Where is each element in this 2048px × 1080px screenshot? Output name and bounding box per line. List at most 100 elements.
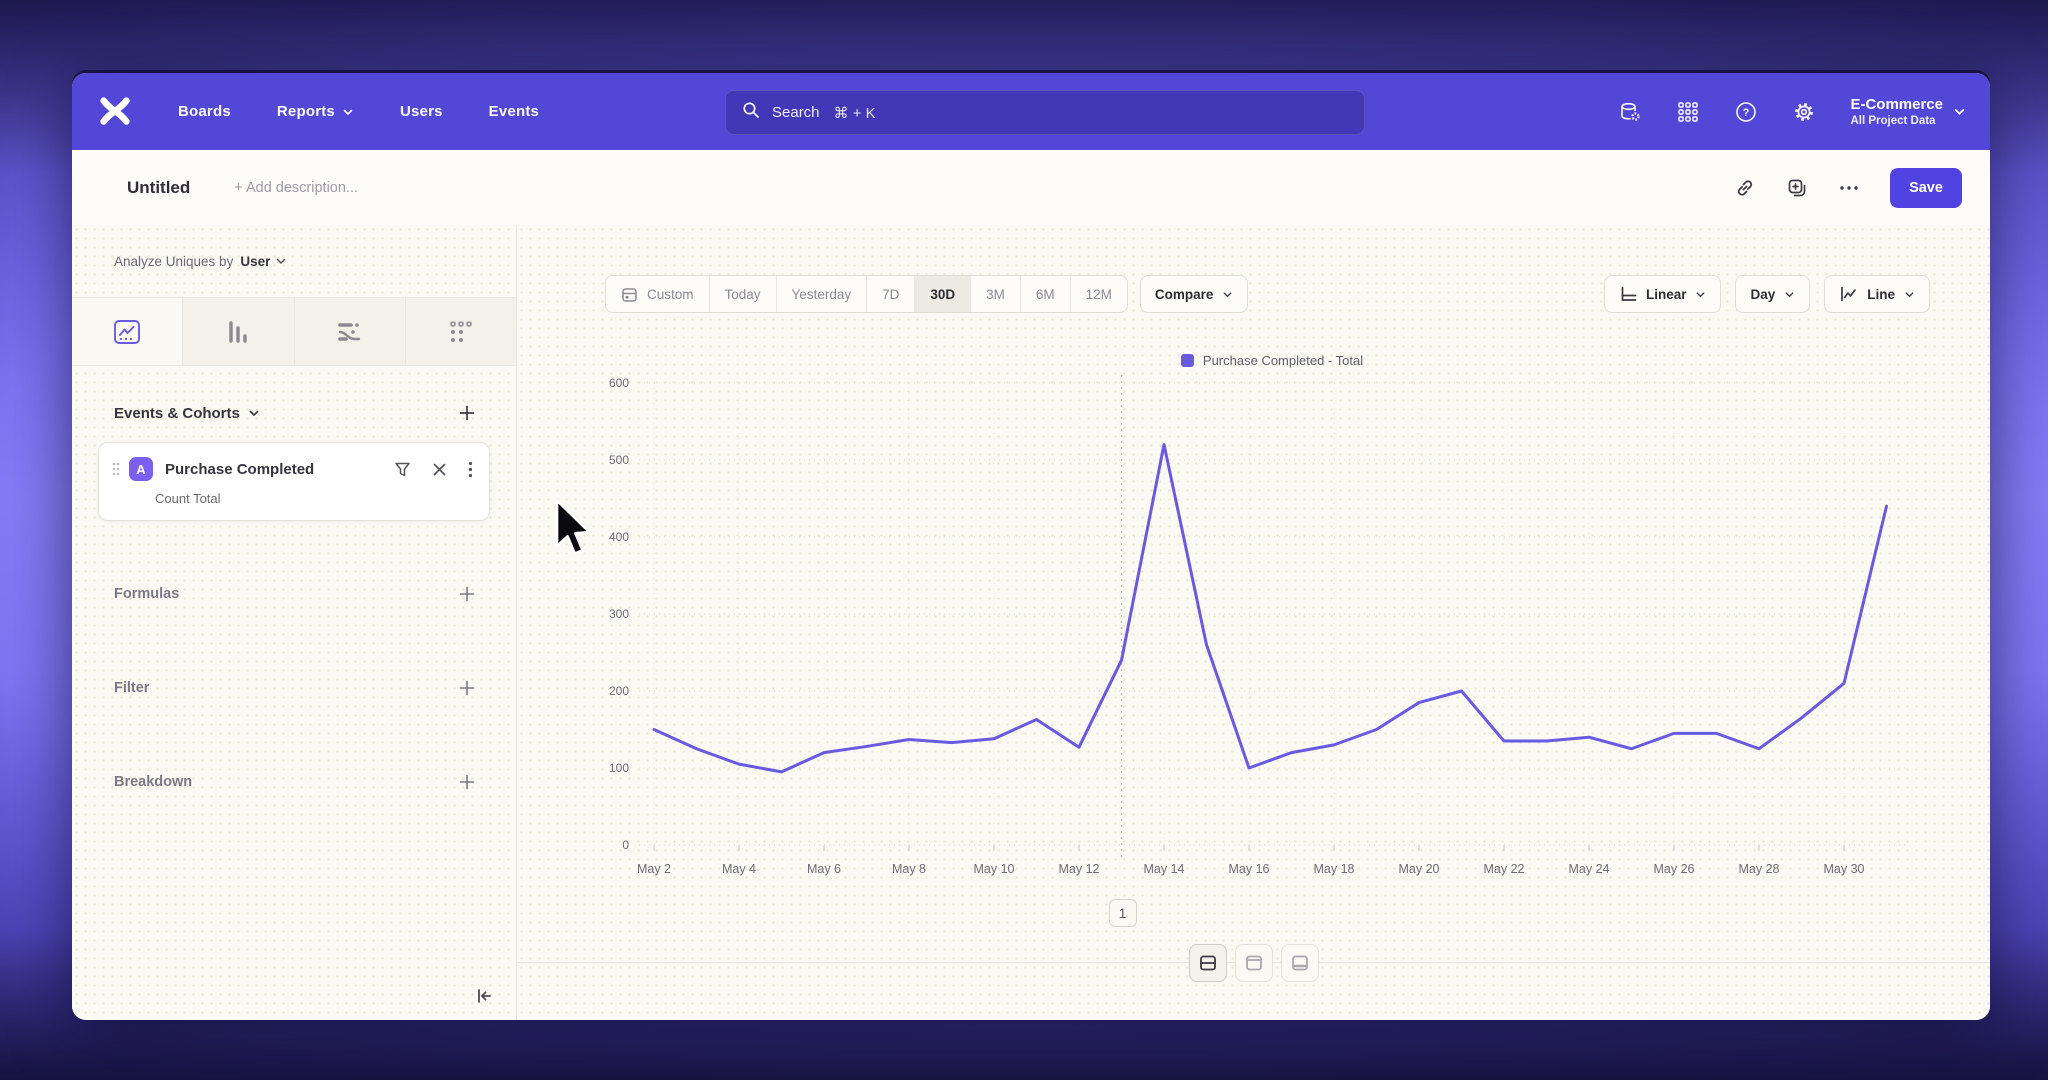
nav-item-label: Boards	[178, 103, 231, 120]
plus-icon	[459, 405, 475, 421]
filter-section: Filter	[114, 641, 476, 735]
apps-grid-icon[interactable]	[1676, 100, 1700, 124]
compare-dropdown[interactable]: Compare	[1139, 275, 1249, 313]
add-event-button[interactable]	[458, 404, 476, 422]
add-filter-button[interactable]	[458, 679, 476, 697]
svg-text:May 4: May 4	[722, 862, 756, 876]
tab-flows[interactable]	[293, 298, 405, 365]
legend-label: Purchase Completed - Total	[1202, 353, 1364, 368]
svg-text:May 14: May 14	[1144, 862, 1185, 876]
save-button[interactable]: Save	[1890, 167, 1962, 208]
range-label: 30D	[930, 286, 956, 302]
top-navbar: Boards Reports Users Events Search ⌘ + K	[72, 73, 1990, 150]
svg-text:300: 300	[609, 607, 629, 621]
range-label: Today	[724, 286, 761, 302]
mixpanel-logo-icon[interactable]	[98, 95, 132, 129]
annotation-marker[interactable]: 1	[1108, 899, 1137, 927]
settings-gear-icon[interactable]	[1792, 100, 1816, 124]
analyze-by-dropdown[interactable]: User	[240, 254, 287, 269]
event-name: Purchase Completed	[165, 460, 315, 478]
project-scope: All Project Data	[1850, 114, 1936, 127]
interval-dropdown[interactable]: Day	[1735, 275, 1811, 313]
layout-split-middle-button[interactable]	[1188, 944, 1227, 982]
range-label: 6M	[1035, 286, 1055, 302]
svg-text:?: ?	[1743, 107, 1750, 119]
drag-handle-icon[interactable]	[111, 461, 121, 477]
range-30d[interactable]: 30D	[914, 276, 971, 312]
chevron-down-icon	[1785, 291, 1794, 297]
plus-icon	[459, 774, 475, 790]
nav-item-boards[interactable]: Boards	[178, 103, 231, 120]
search-input[interactable]: Search ⌘ + K	[725, 90, 1365, 135]
visualization-tabs	[72, 297, 516, 366]
events-cohorts-header[interactable]: Events & Cohorts	[114, 405, 260, 422]
svg-text:600: 600	[609, 376, 629, 390]
nav-item-events[interactable]: Events	[489, 103, 539, 120]
nav-item-label: Users	[399, 103, 443, 120]
add-description-field[interactable]: + Add description...	[234, 179, 359, 196]
range-custom[interactable]: Custom	[606, 276, 709, 312]
formulas-label: Formulas	[114, 586, 180, 602]
app-window: Boards Reports Users Events Search ⌘ + K	[72, 73, 1990, 1020]
add-breakdown-button[interactable]	[458, 773, 476, 791]
scale-dropdown[interactable]: Linear	[1603, 275, 1722, 313]
help-icon[interactable]: ?	[1734, 100, 1758, 124]
chevron-down-icon	[277, 258, 286, 265]
data-management-icon[interactable]	[1618, 100, 1642, 124]
add-formula-button[interactable]	[458, 585, 476, 603]
collapse-sidebar-icon[interactable]	[474, 986, 494, 1006]
project-switcher[interactable]: E-Commerce All Project Data	[1850, 96, 1966, 128]
range-label: 3M	[986, 286, 1005, 302]
chart-type-label: Line	[1867, 286, 1895, 302]
svg-text:0: 0	[622, 838, 629, 852]
report-header: Untitled + Add description... Save	[72, 150, 1990, 226]
chevron-down-icon	[1905, 291, 1914, 297]
nav-menu: Boards Reports Users Events	[178, 103, 539, 120]
layout-panel-top-icon	[1245, 955, 1262, 971]
tab-bar-chart[interactable]	[182, 298, 294, 365]
report-title[interactable]: Untitled	[127, 177, 191, 197]
svg-text:May 30: May 30	[1824, 862, 1865, 876]
layout-panel-top-button[interactable]	[1234, 944, 1273, 982]
more-options-icon[interactable]	[1838, 177, 1860, 199]
chevron-down-icon	[1224, 291, 1232, 297]
nav-item-label: Events	[488, 103, 540, 120]
linear-axes-icon	[1621, 286, 1637, 301]
legend-item[interactable]: Purchase Completed - Total	[639, 353, 1905, 368]
range-12m[interactable]: 12M	[1069, 276, 1127, 312]
breakdown-section: Breakdown	[114, 735, 476, 829]
range-label: Yesterday	[791, 286, 852, 302]
event-card-purchase-completed[interactable]: A Purchase Completed Count Total	[98, 442, 490, 521]
breakdown-label: Breakdown	[114, 774, 193, 790]
bar-chart-tab-icon	[229, 320, 248, 343]
scale-label: Linear	[1645, 286, 1687, 302]
remove-event-icon[interactable]	[432, 462, 447, 477]
chevron-down-icon	[249, 410, 259, 417]
svg-text:May 22: May 22	[1484, 862, 1525, 876]
svg-text:May 28: May 28	[1739, 862, 1780, 876]
event-more-options-icon[interactable]	[468, 461, 473, 478]
tab-insights-line[interactable]	[72, 298, 183, 365]
layout-panel-bottom-button[interactable]	[1280, 944, 1319, 982]
tab-retention[interactable]	[404, 298, 516, 365]
copy-link-icon[interactable]	[1734, 177, 1756, 199]
nav-item-users[interactable]: Users	[400, 103, 443, 120]
range-7d[interactable]: 7D	[866, 276, 914, 312]
range-6m[interactable]: 6M	[1019, 276, 1070, 312]
duplicate-icon[interactable]	[1786, 177, 1808, 199]
search-placeholder: Search	[772, 104, 820, 121]
event-series-badge: A	[129, 457, 153, 481]
range-yesterday[interactable]: Yesterday	[775, 276, 867, 312]
range-today[interactable]: Today	[708, 276, 776, 312]
chart-type-dropdown[interactable]: Line	[1824, 275, 1930, 313]
calendar-icon	[622, 287, 637, 302]
event-metric[interactable]: Count Total	[155, 491, 221, 506]
svg-text:May 26: May 26	[1654, 862, 1695, 876]
range-label: 7D	[882, 286, 900, 302]
filter-funnel-icon[interactable]	[394, 461, 411, 478]
retention-grid-tab-icon	[450, 320, 472, 342]
nav-item-reports[interactable]: Reports	[277, 103, 354, 120]
plus-icon	[459, 586, 475, 602]
range-3m[interactable]: 3M	[970, 276, 1020, 312]
svg-text:May 16: May 16	[1229, 862, 1270, 876]
